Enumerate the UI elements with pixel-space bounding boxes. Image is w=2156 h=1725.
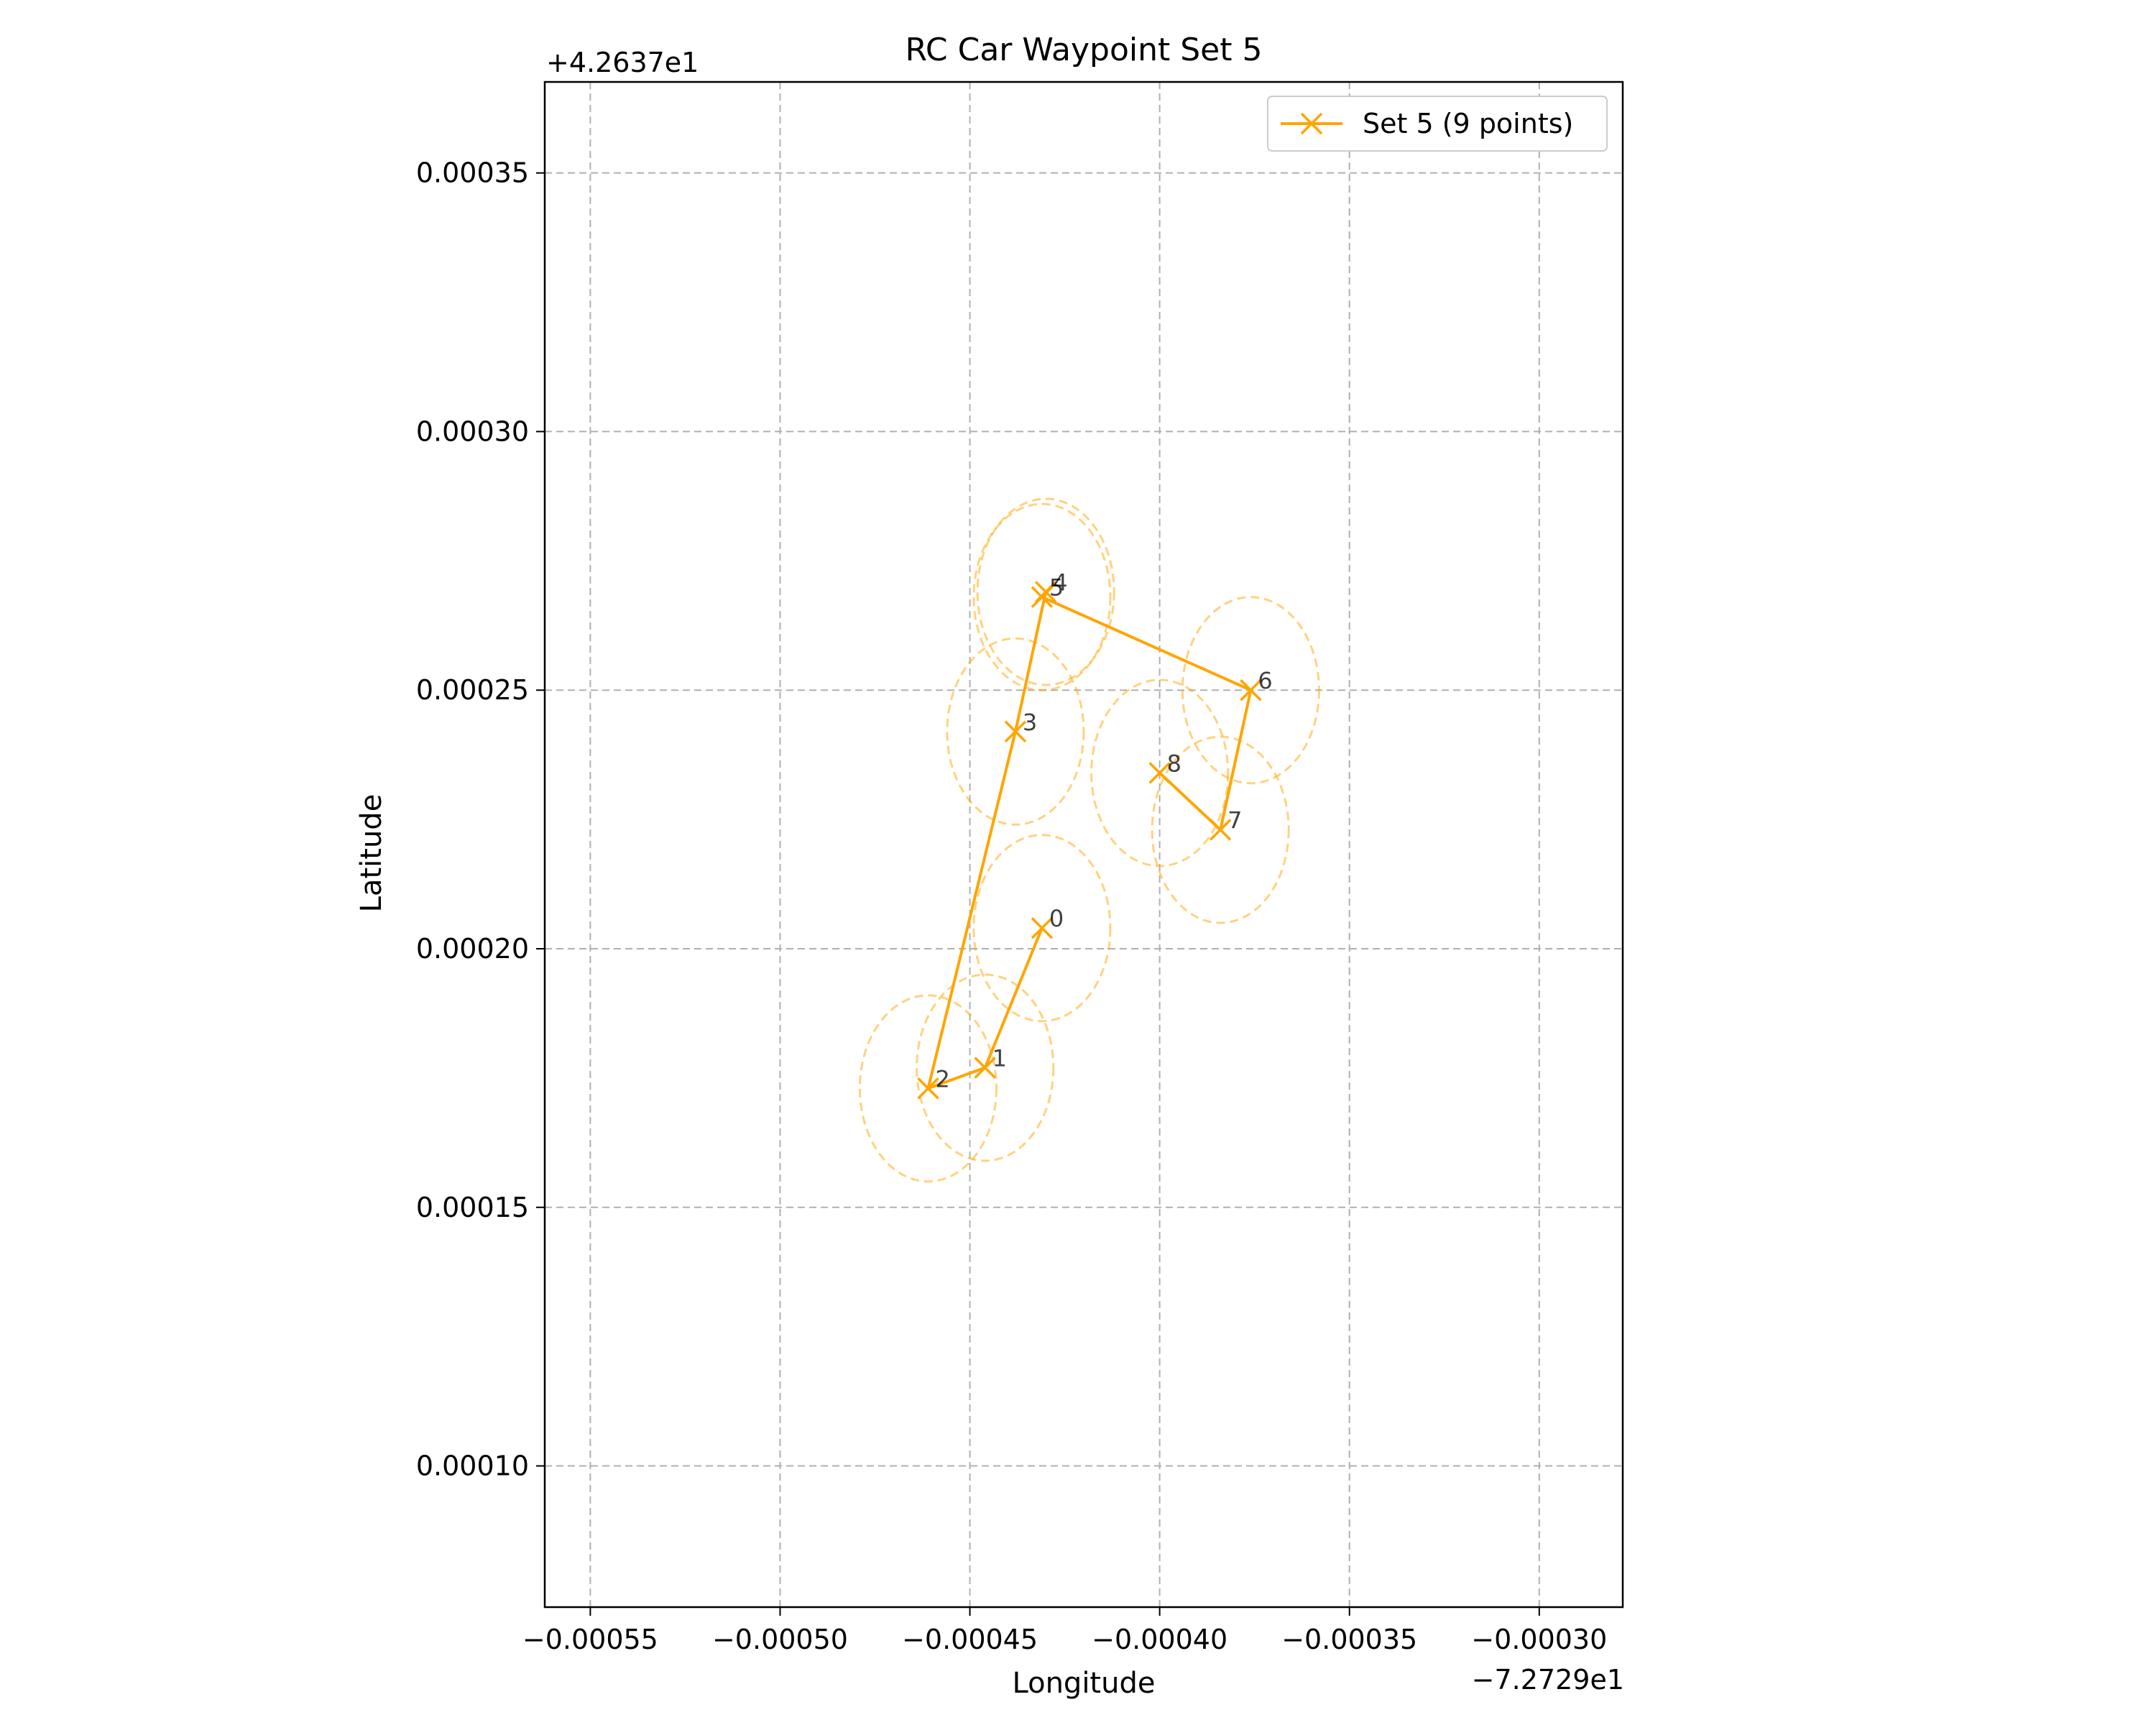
waypoint-label: 0 — [1049, 905, 1064, 932]
waypoint-series — [917, 581, 1262, 1100]
waypoint-radius-circle — [916, 973, 1055, 1162]
waypoint-marker — [1240, 678, 1262, 702]
y-axis-ticks: 0.00010 0.00015 0.00020 0.00025 0.00030 0.000… — [416, 157, 545, 1482]
waypoint-marker — [1148, 762, 1171, 784]
x-axis-offset-label: −7.2729e1 — [1472, 1664, 1624, 1696]
waypoint-radius-circle — [1151, 735, 1290, 924]
legend-box — [1267, 96, 1608, 152]
waypoint-labels: 0 1 2 3 45 6 7 8 — [935, 569, 1272, 1092]
y-tick-label: 0.00010 — [416, 1450, 529, 1482]
waypoint-label: 1 — [992, 1044, 1007, 1072]
grid — [545, 82, 1623, 1607]
y-tick-label: 0.00035 — [416, 157, 529, 189]
waypoint-marker — [1031, 586, 1054, 608]
legend-marker-x-icon — [1300, 112, 1323, 135]
waypoint-label: 3 — [1023, 709, 1037, 736]
legend-marker-x — [1300, 112, 1323, 135]
waypoint-radius-circle — [1181, 596, 1320, 785]
x-tick-label: −0.00050 — [712, 1624, 848, 1655]
x-tick-label: −0.00055 — [522, 1624, 658, 1655]
x-tick-label: −0.00045 — [902, 1624, 1038, 1655]
y-axis-label: Latitude — [355, 794, 388, 913]
waypoint-radius-circle — [976, 497, 1115, 686]
legend: Set 5 (9 points) — [1267, 96, 1608, 152]
chart-title: RC Car Waypoint Set 5 — [906, 32, 1263, 68]
x-tick-label: −0.00030 — [1471, 1624, 1607, 1655]
waypoint-label: 5 — [1049, 574, 1064, 602]
x-tick-label: −0.00035 — [1281, 1624, 1417, 1655]
waypoint-marker — [1031, 916, 1054, 939]
waypoint-marker — [974, 1057, 996, 1079]
waypoint-radius-circle — [972, 834, 1112, 1023]
waypoint-label: 4 — [1053, 569, 1067, 596]
waypoint-radius-circles — [858, 497, 1320, 1183]
y-axis-offset-label: +4.2637e1 — [546, 47, 699, 78]
x-axis-label: Longitude — [1013, 1667, 1156, 1700]
legend-entry-set-5: Set 5 (9 points) — [1363, 108, 1573, 139]
waypoint-radius-circle — [1090, 678, 1230, 868]
waypoint-marker — [1209, 819, 1232, 841]
waypoint-radius-circle — [972, 502, 1112, 691]
y-tick-label: 0.00015 — [416, 1192, 529, 1223]
waypoint-radius-circle — [858, 994, 998, 1183]
plot-frame — [543, 80, 1624, 1609]
y-tick-label: 0.00030 — [416, 415, 529, 447]
y-tick-label: 0.00020 — [416, 933, 529, 965]
waypoint-label: 8 — [1167, 750, 1181, 777]
waypoint-label: 6 — [1258, 667, 1272, 694]
waypoint-radius-circle — [946, 637, 1085, 826]
x-tick-label: −0.00040 — [1092, 1624, 1227, 1655]
x-axis-ticks: −0.00055 −0.00050 −0.00045 −0.00040 −0.00035… — [522, 1607, 1607, 1655]
waypoint-marker — [917, 1077, 939, 1100]
waypoint-marker — [1004, 720, 1027, 743]
waypoint-label: 7 — [1227, 806, 1242, 834]
y-tick-label: 0.00025 — [416, 674, 529, 706]
waypoint-label: 2 — [935, 1065, 949, 1092]
